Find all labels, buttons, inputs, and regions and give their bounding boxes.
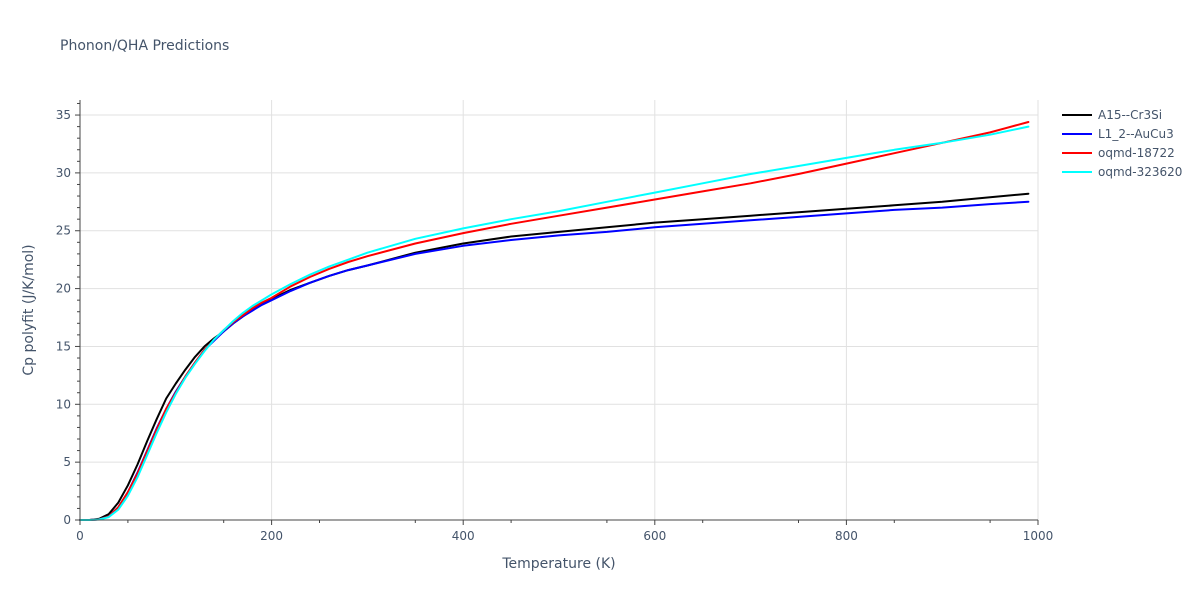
y-tick-label: 25 [56,224,71,238]
x-tick-label: 0 [76,529,84,543]
legend-label-3: oqmd-323620 [1098,165,1182,179]
legend: A15--Cr3Si L1_2--AuCu3 oqmd-18722 oqmd-3236… [1062,108,1182,179]
legend-label-1: L1_2--AuCu3 [1098,127,1174,141]
y-tick-label: 10 [56,397,71,411]
chart-title: Phonon/QHA Predictions [60,38,229,54]
x-tick-label: 1000 [1023,529,1054,543]
x-tick-label: 400 [452,529,475,543]
series-line-2 [79,121,1030,521]
y-tick-label: 15 [56,339,71,353]
x-tick-label: 600 [643,529,666,543]
y-tick-label: 5 [63,455,71,469]
axis-layer: 0 200 400 600 800 1000 0 5 10 15 20 25 30 35 [56,100,1054,543]
series-layer [79,121,1030,521]
legend-label-0: A15--Cr3Si [1098,108,1162,122]
y-tick-label: 30 [56,166,71,180]
y-tick-label: 0 [63,513,71,527]
x-axis-title: Temperature (K) [501,556,615,572]
series-line-3 [79,125,1030,521]
x-tick-label: 800 [835,529,858,543]
grid-layer [80,100,1039,520]
legend-label-2: oqmd-18722 [1098,146,1175,160]
series-line-1 [79,200,1030,521]
y-tick-label: 35 [56,108,71,122]
series-line-0 [79,192,1030,521]
y-axis-title: Cp polyfit (J/K/mol) [21,244,37,375]
y-tick-label: 20 [56,282,71,296]
x-tick-label: 200 [260,529,283,543]
